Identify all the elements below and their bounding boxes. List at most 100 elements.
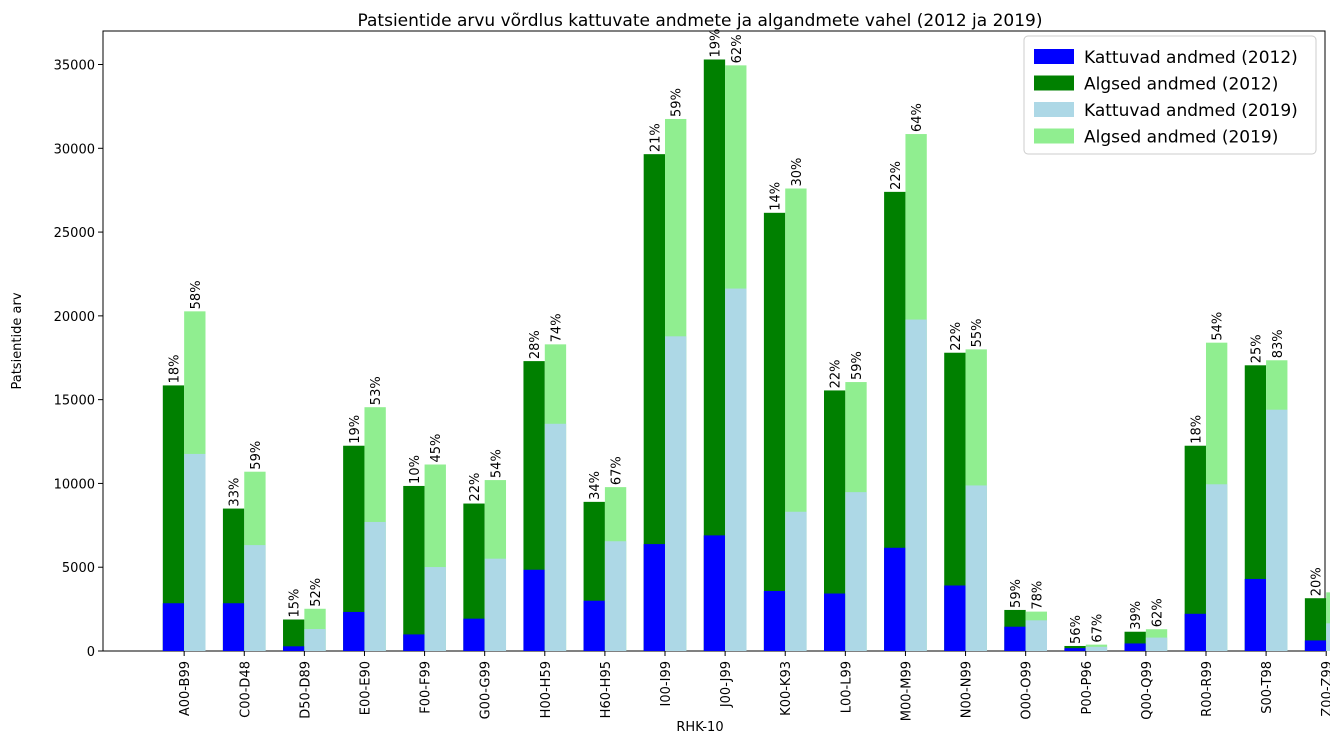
bar-label-2012: 10%	[408, 455, 423, 484]
legend-swatch	[1034, 128, 1074, 144]
y-tick-label: 20000	[54, 310, 95, 325]
bar-algsed-2012	[823, 390, 846, 651]
x-tick-label: H00-H59	[539, 661, 554, 718]
y-axis-label: Patsientide arv	[10, 292, 25, 389]
y-tick-label: 5000	[62, 561, 95, 576]
bar-label-2019: 67%	[1090, 614, 1105, 643]
x-tick-label: O00-O99	[1020, 661, 1035, 720]
bar-kattuvad-2012	[583, 600, 605, 651]
bar-label-2012: 39%	[1129, 601, 1144, 630]
bar-kattuvad-2019	[665, 336, 687, 651]
bar-label-2019: 74%	[549, 313, 564, 342]
bar-kattuvad-2012	[283, 646, 305, 651]
x-tick-label: D50-D89	[298, 661, 313, 719]
bar-kattuvad-2019	[1145, 637, 1168, 651]
x-tick-label: M00-M99	[899, 661, 914, 721]
bar-algsed-2012	[763, 212, 786, 652]
bar-label-2019: 59%	[670, 88, 685, 117]
bar-algsed-2012	[1184, 445, 1206, 651]
bar-kattuvad-2019	[544, 423, 567, 651]
x-tick-label: Q00-Q99	[1140, 661, 1155, 720]
bar-label-2012: 21%	[648, 123, 663, 152]
bar-algsed-2012	[884, 191, 906, 651]
bar-algsed-2012	[643, 154, 666, 651]
bar-label-2012: 33%	[228, 478, 243, 507]
bar-algsed-2012	[343, 445, 365, 651]
x-tick-label: L00-L99	[839, 661, 854, 713]
bar-kattuvad-2019	[1025, 620, 1047, 651]
bar-kattuvad-2019	[1326, 623, 1330, 651]
y-tick-label: 10000	[54, 477, 95, 492]
legend-entry: Kattuvad andmed (2019)	[1084, 101, 1298, 121]
x-tick-label: F00-F99	[419, 661, 434, 714]
bar-label-2019: 67%	[610, 456, 625, 485]
bar-kattuvad-2012	[1304, 640, 1327, 651]
x-tick-label: A00-B99	[178, 661, 193, 716]
bars	[162, 59, 1330, 652]
x-tick-label: J00-J99	[719, 661, 734, 708]
y-tick-label: 15000	[54, 394, 95, 409]
x-tick-label: C00-D48	[238, 661, 253, 718]
x-tick-label: R00-R99	[1200, 661, 1215, 717]
bar-algsed-2012	[162, 385, 185, 651]
bar-label-2019: 62%	[730, 34, 745, 63]
bar-kattuvad-2019	[184, 453, 206, 651]
y-tick-label: 35000	[54, 59, 95, 74]
legend-swatch	[1034, 49, 1074, 64]
bar-label-2012: 20%	[1310, 567, 1325, 596]
bar-kattuvad-2019	[1085, 646, 1108, 651]
bar-kattuvad-2012	[884, 547, 906, 651]
bar-label-2012: 19%	[348, 415, 363, 444]
legend-box	[1023, 35, 1317, 155]
bar-algsed-2012	[283, 619, 305, 651]
chart-title: Patsientide arvu võrdlus kattuvate andme…	[358, 11, 1043, 31]
bar-labels: 18% 58% 33% 59% 15% 52% 19% 53% 10% 45% 22% 54% 28% 7…	[167, 29, 1325, 644]
bar-label-2019: 78%	[1030, 581, 1045, 610]
bar-kattuvad-2019	[244, 545, 266, 651]
legend-swatch	[1034, 75, 1074, 91]
bar-kattuvad-2012	[1244, 578, 1267, 651]
bar-label-2019: 55%	[970, 318, 985, 347]
x-tick-label: P00-P96	[1080, 661, 1095, 714]
bar-kattuvad-2012	[823, 593, 846, 651]
bar-kattuvad-2019	[965, 485, 987, 651]
x-tick-label: Z00-Z99	[1320, 661, 1330, 717]
bar-label-2012: 14%	[769, 182, 784, 211]
bar-label-2012: 25%	[1249, 334, 1264, 363]
bar-label-2019: 59%	[850, 351, 865, 380]
bar-kattuvad-2019	[785, 511, 807, 651]
bar-label-2019: 54%	[1211, 312, 1226, 341]
bar-kattuvad-2019	[364, 521, 386, 651]
bar-label-2019: 52%	[309, 578, 324, 607]
x-tick-label: G00-G99	[479, 661, 494, 719]
bar-label-2012: 22%	[949, 322, 964, 351]
x-axis: A00-B99 C00-D48 D50-D89 E00-E90 F00-F99 G00-G…	[178, 651, 1330, 721]
bar-kattuvad-2019	[725, 288, 747, 651]
bar-kattuvad-2012	[1124, 643, 1146, 651]
legend: Kattuvad andmed (2012) Algsed andmed (201…	[1023, 35, 1317, 155]
bar-label-2019: 58%	[189, 280, 204, 309]
bar-kattuvad-2012	[1064, 648, 1086, 651]
bar-label-2012: 18%	[1189, 415, 1204, 444]
x-tick-label: K00-K93	[779, 661, 794, 716]
bar-algsed-2012	[703, 59, 726, 651]
bar-label-2019: 64%	[910, 103, 925, 132]
bar-label-2012: 56%	[1069, 615, 1084, 644]
y-tick-label: 0	[87, 645, 95, 660]
bar-label-2019: 62%	[1151, 598, 1166, 627]
bar-label-2012: 34%	[588, 471, 603, 500]
bar-kattuvad-2019	[1205, 484, 1228, 651]
bar-label-2012: 15%	[288, 589, 303, 618]
x-tick-label: S00-T98	[1260, 661, 1275, 714]
bar-label-2012: 19%	[708, 29, 723, 58]
bar-kattuvad-2019	[905, 319, 927, 651]
bar-kattuvad-2019	[304, 629, 326, 651]
bar-kattuvad-2012	[1184, 613, 1206, 651]
bar-kattuvad-2012	[763, 591, 786, 651]
bar-algsed-2019	[1326, 592, 1330, 651]
bar-label-2019: 59%	[249, 441, 264, 470]
x-tick-label: E00-E90	[358, 661, 373, 715]
x-tick-label: I00-I99	[659, 661, 674, 706]
bar-label-2012: 22%	[468, 473, 483, 502]
